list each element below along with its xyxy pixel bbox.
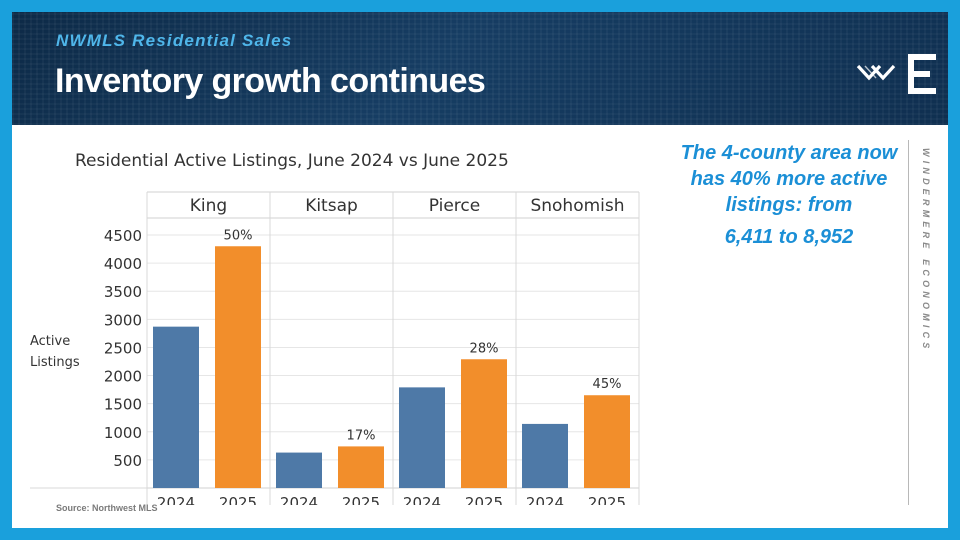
x-tick-label: 2025 bbox=[588, 494, 626, 505]
bar-king-2025 bbox=[215, 246, 261, 488]
x-tick-label: 2025 bbox=[219, 494, 257, 505]
panel-pierce: Pierce 2024 2025 28% bbox=[392, 192, 507, 505]
y-tick-label: 2500 bbox=[104, 339, 142, 357]
y-tick-label: 1500 bbox=[104, 396, 142, 414]
source-note: Source: Northwest MLS bbox=[56, 503, 158, 513]
change-label: 45% bbox=[593, 377, 622, 392]
brand-vertical-text: WINDERMERE ECONOMICS bbox=[921, 148, 931, 353]
y-tick-label: 2000 bbox=[104, 368, 142, 386]
callout: The 4-county area now has 40% more activ… bbox=[680, 140, 898, 250]
eyebrow-title: NWMLS Residential Sales bbox=[56, 31, 293, 50]
x-tick-label: 2024 bbox=[526, 494, 564, 505]
bar-chart: Residential Active Listings, June 2024 v… bbox=[30, 151, 640, 505]
county-header: Pierce bbox=[429, 196, 480, 216]
change-label: 17% bbox=[347, 428, 376, 443]
windermere-e-logo-icon bbox=[908, 54, 936, 94]
county-header: Snohomish bbox=[530, 196, 624, 216]
change-label: 50% bbox=[224, 228, 253, 243]
callout-text: The 4-county area now has 40% more activ… bbox=[680, 142, 898, 216]
county-header: King bbox=[190, 196, 227, 216]
y-axis-label: Active Listings bbox=[30, 334, 80, 370]
bar-kitsap-2025 bbox=[338, 446, 384, 488]
panel-king: King 2024 2025 50% bbox=[146, 192, 261, 505]
x-tick-label: 2024 bbox=[403, 494, 441, 505]
bar-snohomish-2025 bbox=[584, 395, 630, 488]
slide: NWMLS Residential Sales Inventory growth… bbox=[12, 12, 948, 528]
callout-range: 6,411 to 8,952 bbox=[724, 226, 854, 248]
change-label: 28% bbox=[470, 341, 499, 356]
x-tick-label: 2025 bbox=[465, 494, 503, 505]
county-header: Kitsap bbox=[305, 196, 358, 216]
panel-kitsap: Kitsap 2024 2025 17% bbox=[269, 192, 384, 505]
y-tick-label: 3000 bbox=[104, 311, 142, 329]
bar-king-2024 bbox=[153, 326, 199, 488]
y-axis-ticks: 500 1000 1500 2000 2500 3000 3500 4000 4500 bbox=[104, 227, 142, 470]
bar-kitsap-2024 bbox=[276, 452, 322, 488]
bar-pierce-2024 bbox=[399, 387, 445, 488]
windermere-diamond-logo-icon bbox=[856, 64, 896, 81]
x-tick-label: 2025 bbox=[342, 494, 380, 505]
headline: Inventory growth continues bbox=[55, 62, 486, 100]
y-tick-label: 500 bbox=[113, 452, 142, 470]
bar-pierce-2025 bbox=[461, 359, 507, 488]
vertical-divider bbox=[908, 140, 909, 505]
bar-snohomish-2024 bbox=[522, 423, 568, 488]
y-tick-label: 4000 bbox=[104, 255, 142, 273]
chart-title: Residential Active Listings, June 2024 v… bbox=[75, 151, 509, 171]
panels: King 2024 2025 50% Kitsap 2024 2025 17% Pierce 20… bbox=[146, 192, 640, 505]
y-tick-label: 4500 bbox=[104, 227, 142, 245]
x-tick-label: 2024 bbox=[157, 494, 195, 505]
x-tick-label: 2024 bbox=[280, 494, 318, 505]
panel-snohomish: Snohomish 2024 2025 45% bbox=[515, 192, 630, 505]
y-tick-label: 3500 bbox=[104, 283, 142, 301]
header-banner: NWMLS Residential Sales Inventory growth… bbox=[12, 12, 948, 125]
y-tick-label: 1000 bbox=[104, 424, 142, 442]
